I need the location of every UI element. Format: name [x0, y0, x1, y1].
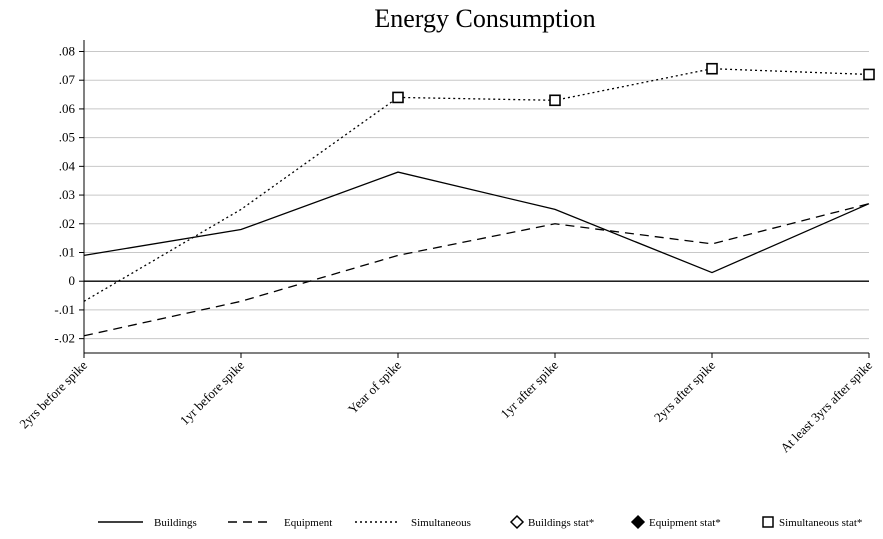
legend-item: Buildings stat*: [509, 514, 594, 530]
legend-item: Buildings: [98, 517, 197, 529]
legend-label: Buildings stat*: [528, 517, 594, 529]
series-lines: [83, 68, 870, 337]
legend-label: Buildings: [154, 517, 197, 529]
legend-item: Equipment stat*: [630, 514, 721, 530]
x-tick-label: 1yr before spike: [177, 357, 247, 427]
series-line-buildings: [83, 171, 870, 274]
legend-label: Equipment: [284, 517, 332, 529]
legend-label: Simultaneous stat*: [779, 517, 862, 529]
x-tick-label: 2yrs before spike: [16, 357, 90, 431]
y-tick-label: .05: [59, 130, 75, 145]
legend-symbol-filled-diamond: [630, 514, 646, 530]
y-tick-label: .08: [59, 43, 75, 58]
simultaneous-stat-marker: [549, 94, 561, 107]
simultaneous-stat-marker: [863, 68, 875, 81]
legend: Buildings Equipment Simultaneous Buildings …: [98, 514, 862, 530]
y-tick-label: -.02: [54, 331, 75, 346]
y-tick-label: .07: [59, 72, 76, 87]
legend-item: Simultaneous stat*: [762, 516, 862, 529]
x-tick-label: Year of spike: [345, 357, 404, 416]
simultaneous-stat-marker: [706, 62, 718, 75]
legend-item: Equipment: [228, 517, 332, 529]
y-tick-label: .04: [59, 158, 76, 173]
legend-symbol-hollow-square: [762, 516, 774, 528]
y-tick-label: .06: [59, 101, 76, 116]
x-tick-label: At least 3yrs after spike: [777, 357, 875, 455]
grid: [84, 50, 869, 340]
series-line-simultaneous: [83, 68, 870, 302]
x-tick-label: 1yr after spike: [497, 357, 561, 421]
stat-markers: [392, 62, 875, 107]
y-tick-label: .02: [59, 216, 75, 231]
y-tick-label: .01: [59, 244, 75, 259]
legend-label: Simultaneous: [411, 517, 471, 529]
y-tick-label: -.01: [54, 302, 75, 317]
legend-label: Equipment stat*: [649, 517, 721, 529]
y-tick-label: 0: [69, 273, 76, 288]
y-tick-label: .03: [59, 187, 75, 202]
chart-title: Energy Consumption: [374, 4, 595, 33]
legend-symbol-hollow-diamond: [509, 514, 525, 530]
axes: -.02 -.01 0 .01 .02 .03 .04 .05 .06 .07 .08 2yrs be…: [16, 40, 875, 455]
x-tick-label: 2yrs after spike: [651, 357, 718, 424]
simultaneous-stat-marker: [392, 91, 404, 104]
legend-item: Simultaneous: [355, 517, 471, 529]
